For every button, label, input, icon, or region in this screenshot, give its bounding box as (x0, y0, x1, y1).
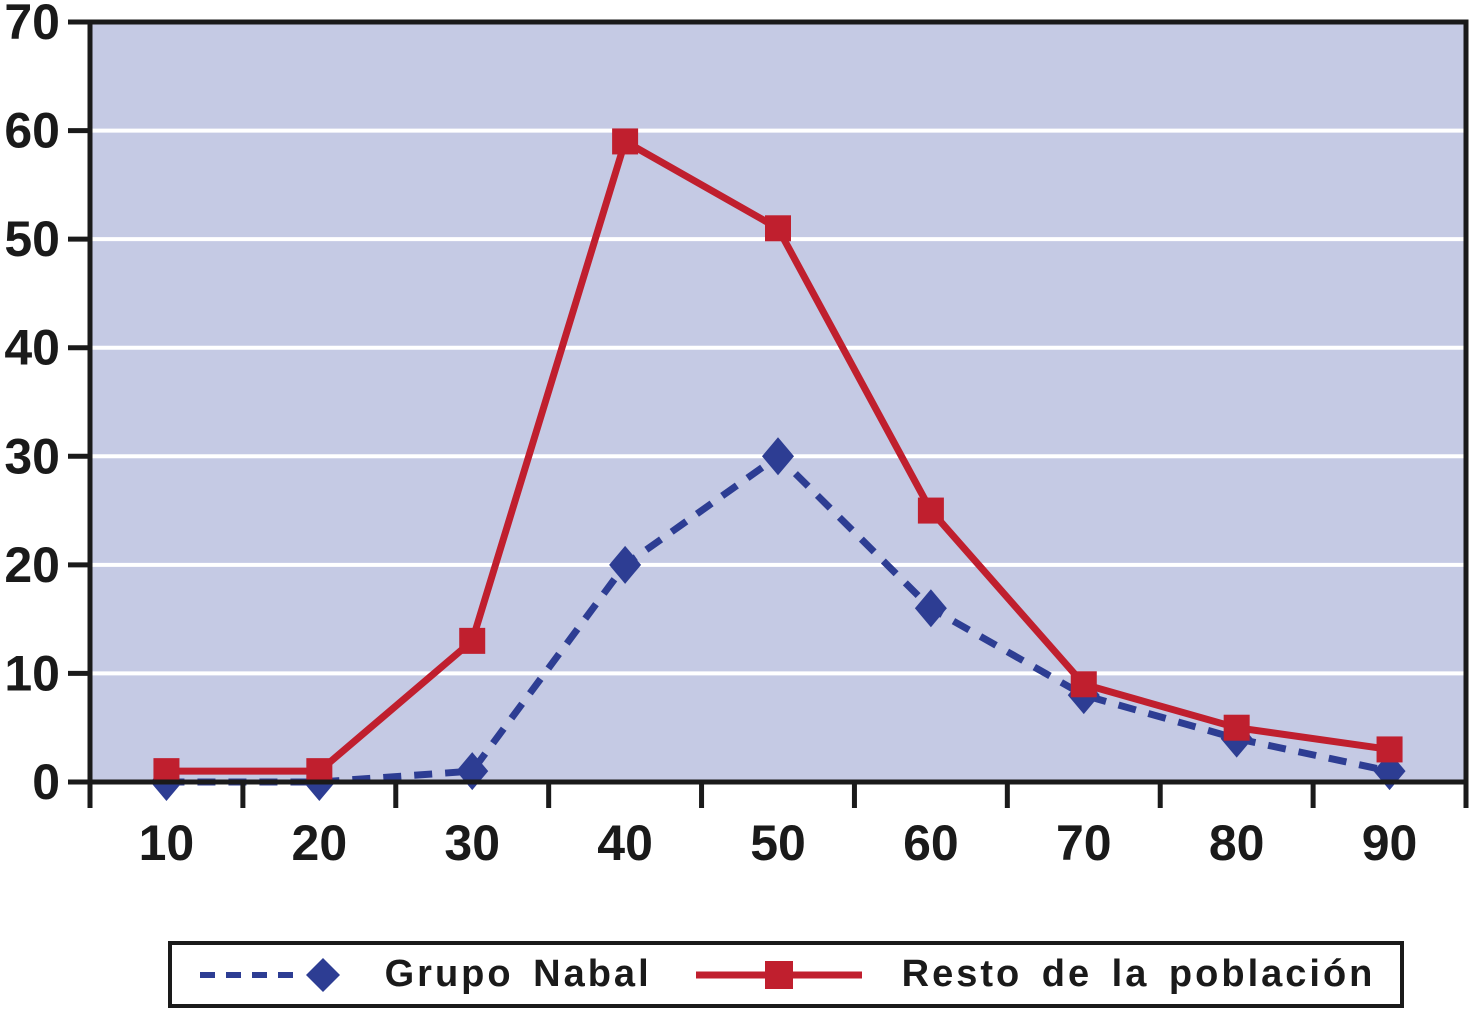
x-tick-label-60: 60 (903, 815, 959, 871)
marker-diamond-50 (762, 437, 794, 476)
y-tick-label-20: 20 (4, 537, 60, 593)
marker-square-30 (459, 627, 486, 654)
marker-square-70 (1070, 671, 1097, 698)
marker-diamond-60 (914, 589, 947, 628)
marker-square-90 (1376, 736, 1403, 763)
y-tick-label-60: 60 (4, 103, 60, 159)
legend-label-grupo-nabal: Grupo Nabal (384, 953, 652, 995)
legend-diamond-marker-icon (305, 957, 340, 992)
plot-area (90, 22, 1466, 782)
x-tick-label-40: 40 (597, 815, 653, 871)
legend-sample-solid-square-icon (695, 960, 862, 989)
y-tick-label-30: 30 (4, 428, 60, 484)
y-tick-label-10: 10 (4, 645, 60, 701)
marker-square-50 (765, 215, 791, 242)
x-tick-label-10: 10 (139, 815, 195, 871)
y-tick-label-70: 70 (4, 0, 60, 50)
marker-square-40 (612, 128, 639, 155)
legend-label-resto-poblacion: Resto de la población (901, 953, 1376, 995)
x-tick-label-80: 80 (1209, 815, 1265, 871)
legend-square-marker-icon (764, 960, 793, 989)
legend-item-resto-poblacion: Resto de la población (694, 953, 1376, 997)
chart-legend: Grupo Nabal Resto de la población (168, 941, 1404, 1008)
marker-square-80 (1223, 714, 1250, 741)
y-tick-label-0: 0 (32, 754, 60, 810)
x-tick-label-90: 90 (1362, 815, 1418, 871)
y-tick-label-50: 50 (4, 211, 60, 267)
x-tick-label-20: 20 (292, 815, 348, 871)
marker-square-60 (917, 497, 944, 524)
y-tick-label-40: 40 (4, 320, 60, 376)
x-tick-label-30: 30 (444, 815, 500, 871)
x-tick-label-70: 70 (1056, 815, 1112, 871)
x-tick-label-50: 50 (750, 815, 806, 871)
plot-border (87, 19, 1469, 785)
marker-diamond-40 (609, 545, 642, 584)
line-chart-canvas: 0 10 20 30 40 50 60 70 10 20 30 40 50 60 70 80 90 (4, 0, 1469, 871)
legend-sample-dashed-diamond-icon (199, 957, 340, 992)
legend-item-grupo-nabal: Grupo Nabal (197, 953, 652, 997)
